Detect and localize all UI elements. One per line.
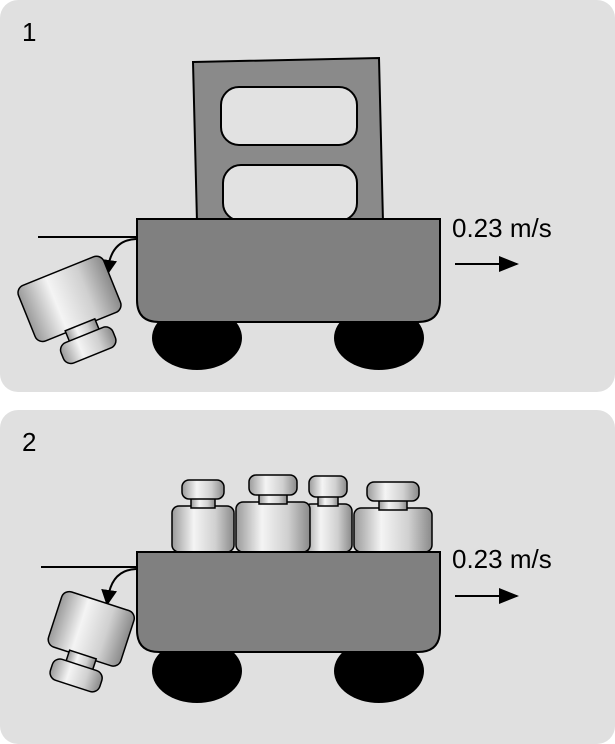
cart-wheel-front bbox=[334, 639, 424, 703]
curved-arrow bbox=[101, 238, 137, 276]
cart-body bbox=[136, 218, 441, 323]
weight-1 bbox=[171, 479, 235, 553]
panel-1: 1 0.23 m/s bbox=[0, 0, 615, 392]
falling-weight bbox=[17, 255, 122, 365]
cart-wheel-rear bbox=[152, 639, 242, 703]
panel-2-number: 2 bbox=[22, 427, 36, 457]
weight-4 bbox=[353, 481, 433, 553]
panel-1-velocity-label: 0.23 m/s bbox=[452, 213, 552, 243]
panel-2: 2 bbox=[0, 410, 615, 744]
block-hole-top bbox=[220, 86, 358, 146]
weight-2 bbox=[303, 475, 353, 553]
panel-1-number: 1 bbox=[22, 17, 36, 47]
panel-2-velocity-label: 0.23 m/s bbox=[452, 544, 552, 574]
concrete-block bbox=[191, 56, 385, 223]
block-hole-bottom bbox=[222, 164, 358, 222]
curved-arrow bbox=[101, 568, 137, 606]
cart-body bbox=[136, 551, 441, 653]
falling-weight bbox=[47, 590, 136, 693]
